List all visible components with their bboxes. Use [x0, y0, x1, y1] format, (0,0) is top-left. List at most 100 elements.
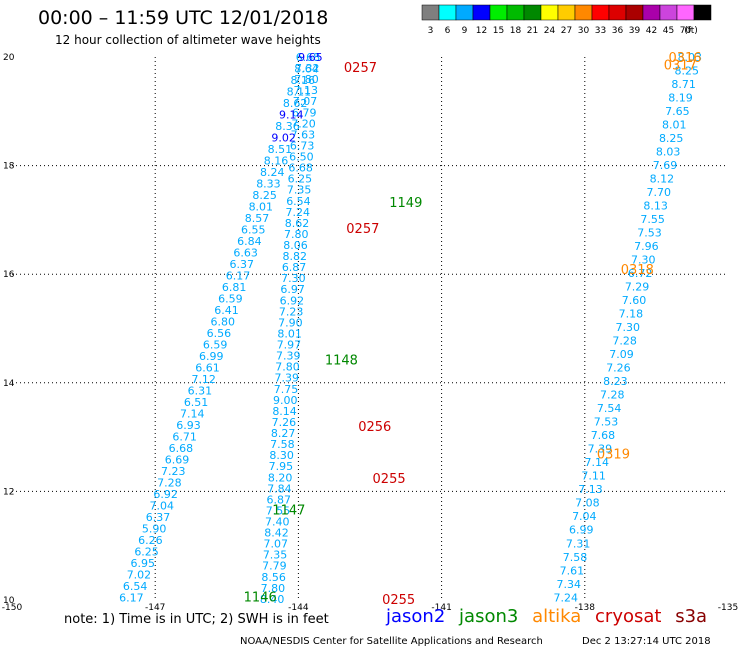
- wave-height-value: 6.97: [280, 283, 305, 296]
- x-tick-label: -150: [2, 603, 23, 610]
- wave-height-value: 8.27: [271, 427, 296, 440]
- wave-height-value: 7.90: [278, 316, 303, 329]
- wave-height-value: 6.68: [169, 442, 194, 455]
- wave-height-value: 7.75: [274, 383, 299, 396]
- wave-height-value: 7.80: [284, 228, 309, 241]
- satellite-legend: jason2 jason3 altika cryosat s3a: [386, 606, 715, 627]
- wave-height-value: 6.50: [289, 151, 314, 164]
- wave-height-value: 7.28: [157, 476, 182, 489]
- y-tick-label: 18: [3, 162, 15, 172]
- wave-height-value: 9.14: [279, 108, 304, 121]
- wave-height-value: 6.92: [153, 488, 178, 501]
- wave-height-value: 7.53: [637, 227, 662, 240]
- wave-height-value: 7.58: [563, 551, 588, 564]
- pass-id-label: 1147: [272, 503, 305, 518]
- wave-height-value: 7.24: [285, 206, 310, 219]
- wave-height-value: 7.70: [647, 186, 672, 199]
- wave-height-value: 7.35: [287, 184, 312, 197]
- wave-height-value: 7.26: [606, 362, 631, 375]
- wave-height-value: 7.31: [566, 537, 591, 550]
- y-tick-label: 14: [3, 379, 15, 389]
- wave-height-value: 8.51: [268, 143, 293, 156]
- wave-height-value: 7.55: [266, 504, 291, 517]
- pass-id-label: 1148: [325, 353, 358, 368]
- wave-height-value: 7.39: [588, 443, 613, 456]
- wave-height-value: 8.01: [249, 200, 274, 213]
- wave-height-value: 6.61: [195, 361, 220, 374]
- wave-height-value: 8.62: [285, 217, 310, 230]
- wave-height-value: 7.39: [276, 350, 301, 363]
- wave-height-value: 7.55: [640, 213, 665, 226]
- pass-id-label: 0316: [668, 51, 701, 66]
- wave-height-value: 7.30: [631, 254, 656, 267]
- pass-id-label: 0317: [664, 59, 697, 74]
- x-tick-label: -138: [575, 603, 596, 610]
- y-tick-label: 20: [3, 53, 15, 63]
- wave-height-value: 7.80: [261, 582, 286, 595]
- wave-height-value: 6.56: [207, 327, 232, 340]
- wave-height-value: 7.11: [581, 470, 606, 483]
- wave-height-value: 6.81: [222, 281, 247, 294]
- wave-height-value: 8.24: [260, 166, 285, 179]
- x-tick-label: -141: [431, 603, 451, 610]
- wave-height-value: 6.17: [119, 591, 144, 604]
- wave-height-value: 7.63: [291, 128, 316, 141]
- x-tick-label: -144: [288, 603, 309, 610]
- wave-height-value: 6.84: [237, 235, 262, 248]
- wave-height-value: 7.30: [616, 321, 641, 334]
- wave-height-value: 6.37: [230, 258, 255, 271]
- wave-height-value: 7.65: [665, 105, 690, 118]
- pass-id-label: 0318: [621, 263, 654, 278]
- wave-height-value: 8.25: [659, 132, 684, 145]
- pass-id-label: 0255: [373, 472, 406, 487]
- wave-height-value: 6.73: [290, 139, 315, 152]
- satellite-legend-s3a: s3a: [675, 606, 708, 627]
- wave-height-value: 6.92: [280, 294, 305, 307]
- wave-height-value: 7.34: [557, 578, 582, 591]
- wave-height-value: 8.64: [294, 62, 319, 75]
- generated-timestamp: Dec 2 13:27:14 UTC 2018: [582, 636, 711, 647]
- wave-height-value: 6.87: [282, 261, 307, 274]
- wave-height-value: 6.31: [188, 384, 213, 397]
- y-tick-label: 12: [3, 487, 14, 497]
- wave-height-value: 6.59: [203, 338, 228, 351]
- pass-id-label: 0257: [344, 61, 377, 76]
- wave-height-value: 7.24: [553, 591, 578, 604]
- wave-height-value: 7.30: [281, 272, 306, 285]
- wave-height-value: 6.37: [146, 511, 171, 524]
- altimeter-wave-height-chart: -150 -147 -144 -141 -138 -135 10 12 14 16 18 20 8.40…: [2, 51, 738, 610]
- wave-height-value: 8.36: [275, 120, 300, 133]
- wave-height-value: 6.17: [226, 269, 251, 282]
- satellite-legend-jason2: jason2: [386, 606, 446, 627]
- wave-height-value: 6.26: [138, 534, 163, 547]
- wave-height-value: 7.07: [264, 538, 289, 551]
- wave-height-value: 9.65: [298, 51, 323, 64]
- wave-height-value: 6.93: [176, 419, 201, 432]
- wave-height-value: 6.71: [172, 430, 197, 443]
- wave-height-value: 7.69: [653, 159, 678, 172]
- x-tick-label: -147: [145, 603, 165, 610]
- wave-height-value: 7.13: [578, 483, 603, 496]
- wave-height-value: 7.79: [262, 560, 287, 573]
- wave-height-value: 7.95: [269, 460, 294, 473]
- wave-height-value: 7.39: [275, 372, 300, 385]
- wave-height-value: 6.55: [241, 223, 266, 236]
- wave-height-value: 7.07: [293, 95, 318, 108]
- wave-height-value: 7.12: [191, 373, 216, 386]
- wave-height-value: 7.28: [612, 335, 637, 348]
- wave-height-value: 7.29: [625, 281, 650, 294]
- page-title: 00:00 – 11:59 UTC 12/01/2018: [38, 7, 329, 29]
- page-subtitle: 12 hour collection of altimeter wave hei…: [55, 33, 321, 47]
- wave-height-value: 6.99: [199, 350, 224, 363]
- wave-height-value: 8.11: [287, 85, 312, 98]
- pass-id-label: 0256: [358, 420, 391, 435]
- wave-height-value: 7.53: [594, 416, 619, 429]
- pass-id-label: 1146: [244, 591, 277, 606]
- wave-height-value: 8.25: [674, 65, 699, 78]
- wave-height-value: 7.40: [265, 515, 290, 528]
- wave-height-value: 7.09: [609, 348, 634, 361]
- wave-height-value: 8.40: [260, 593, 285, 606]
- wave-height-value: 8.14: [272, 405, 297, 418]
- wave-height-value: 6.68: [296, 51, 321, 64]
- wave-height-value: 9.00: [273, 394, 298, 407]
